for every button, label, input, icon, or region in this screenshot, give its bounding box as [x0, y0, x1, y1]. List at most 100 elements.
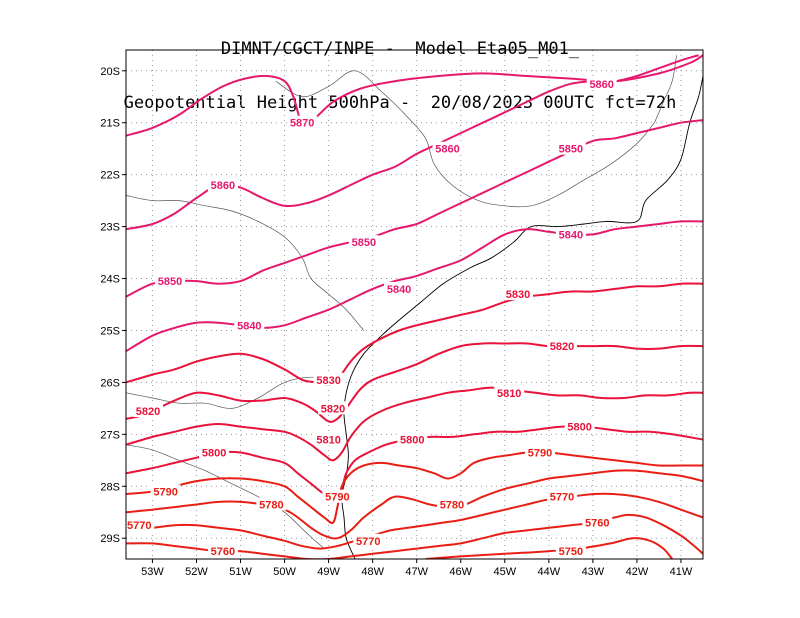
contour-label-bg	[155, 274, 186, 288]
x-tick-label: 50W	[273, 566, 296, 578]
contour-label-5810: 5810	[497, 388, 521, 400]
contour-label-bg	[133, 403, 164, 417]
contour-5770	[126, 492, 703, 550]
contour-label-5760: 5760	[211, 546, 235, 558]
contour-label-bg	[582, 515, 613, 529]
lat-lon-grid	[126, 50, 703, 559]
contour-labels: 5870 5860 5860 5860 5850 5850 5850 5840 5840 5840…	[124, 76, 617, 558]
contour-label-bg	[313, 372, 344, 386]
contour-label-5840: 5840	[559, 229, 583, 241]
contour-label-5820: 5820	[550, 341, 574, 353]
state-border	[126, 195, 365, 331]
contour-label-5780: 5780	[440, 499, 464, 511]
y-tick-label: 23S	[100, 222, 120, 234]
contour-label-bg	[555, 227, 586, 241]
contour-label-bg	[547, 339, 578, 353]
contour-label-5860: 5860	[435, 144, 459, 156]
contour-label-bg	[564, 419, 595, 433]
contour-5830	[126, 282, 703, 387]
contour-label-bg	[353, 533, 384, 547]
x-tick-label: 42W	[626, 566, 649, 578]
coastline	[341, 75, 703, 559]
contour-label-bg	[207, 178, 238, 192]
y-tick-label: 29S	[100, 533, 120, 545]
map-frame	[125, 49, 704, 560]
x-tick-label: 43W	[582, 566, 605, 578]
y-tick-label: 22S	[100, 170, 120, 182]
contour-label-5850: 5850	[352, 237, 376, 249]
contour-label-5870: 5870	[290, 118, 314, 130]
contour-5820	[126, 342, 703, 423]
x-tick-label: 46W	[449, 566, 472, 578]
contour-label-5850: 5850	[158, 276, 182, 288]
contour-label-bg	[322, 489, 353, 503]
x-tick-label: 49W	[317, 566, 340, 578]
contour-label-5800: 5800	[202, 448, 226, 460]
height-contours	[126, 54, 703, 559]
contour-label-bg	[348, 235, 379, 249]
state-border	[126, 444, 325, 549]
contour-label-bg	[150, 484, 181, 498]
contour-label-bg	[555, 544, 586, 558]
contour-label-5770: 5770	[356, 536, 380, 548]
contour-label-bg	[313, 432, 344, 446]
contour-label-5850: 5850	[559, 144, 583, 156]
contour-label-bg	[207, 544, 238, 558]
x-tick-label: 48W	[361, 566, 384, 578]
contour-label-5820: 5820	[321, 403, 345, 415]
contour-label-5800: 5800	[567, 422, 591, 434]
contour-5750	[425, 537, 673, 559]
contour-5850	[126, 119, 703, 298]
contour-label-5830: 5830	[316, 375, 340, 387]
title-line-2: Geopotential Height 500hPa - 20/08/2023 …	[123, 93, 677, 113]
contour-label-bg	[432, 141, 463, 155]
contour-label-5840: 5840	[387, 284, 411, 296]
contour-label-bg	[397, 432, 428, 446]
map-title: DIMNT/CGCT/INPE - Model Eta05_M01_ Geopo…	[0, 4, 800, 130]
state-border	[275, 70, 655, 208]
x-tick-label: 41W	[670, 566, 693, 578]
political-borders	[126, 55, 677, 549]
contour-label-bg	[586, 76, 617, 90]
state-border	[654, 55, 677, 123]
contour-label-5790: 5790	[153, 486, 177, 498]
contour-5790	[126, 451, 703, 524]
y-tick-label: 24S	[100, 274, 120, 286]
contour-label-bg	[234, 318, 265, 332]
x-tick-label: 53W	[141, 566, 164, 578]
x-tick-label: 51W	[229, 566, 252, 578]
state-border	[126, 376, 342, 409]
contour-label-bg	[124, 518, 155, 532]
contour-label-5860: 5860	[589, 79, 613, 91]
contour-label-bg	[318, 401, 349, 415]
contour-label-bg	[256, 497, 287, 511]
contour-label-5810: 5810	[316, 435, 340, 447]
contour-label-5780: 5780	[259, 499, 283, 511]
contour-label-bg	[555, 141, 586, 155]
contour-label-bg	[436, 497, 467, 511]
contour-label-5760: 5760	[585, 518, 609, 530]
coastline-path	[341, 75, 703, 559]
x-tick-label: 45W	[493, 566, 516, 578]
contour-label-5790: 5790	[325, 492, 349, 504]
contour-5840	[126, 220, 703, 353]
title-line-1: DIMNT/CGCT/INPE - Model Eta05_M01_	[220, 39, 580, 59]
contour-5810	[126, 386, 703, 462]
contour-label-5840: 5840	[237, 320, 261, 332]
contour-label-bg	[525, 445, 556, 459]
contour-label-5770: 5770	[550, 492, 574, 504]
y-tick-label: 20S	[100, 66, 120, 78]
contour-label-bg	[287, 115, 318, 129]
y-tick-label: 26S	[100, 377, 120, 389]
contour-label-5750: 5750	[559, 546, 583, 558]
x-tick-label: 52W	[185, 566, 208, 578]
contour-label-5790: 5790	[528, 448, 552, 460]
contour-label-5770: 5770	[127, 520, 151, 532]
axis-ticks: 53W 52W 51W 50W 49W 48W 47W 46W 45W 44W 43W 42W 41W 2…	[100, 66, 692, 578]
y-tick-label: 27S	[100, 429, 120, 441]
y-tick-label: 21S	[100, 118, 120, 130]
contour-label-bg	[494, 385, 525, 399]
y-tick-label: 28S	[100, 481, 120, 493]
contour-label-5830: 5830	[506, 289, 530, 301]
